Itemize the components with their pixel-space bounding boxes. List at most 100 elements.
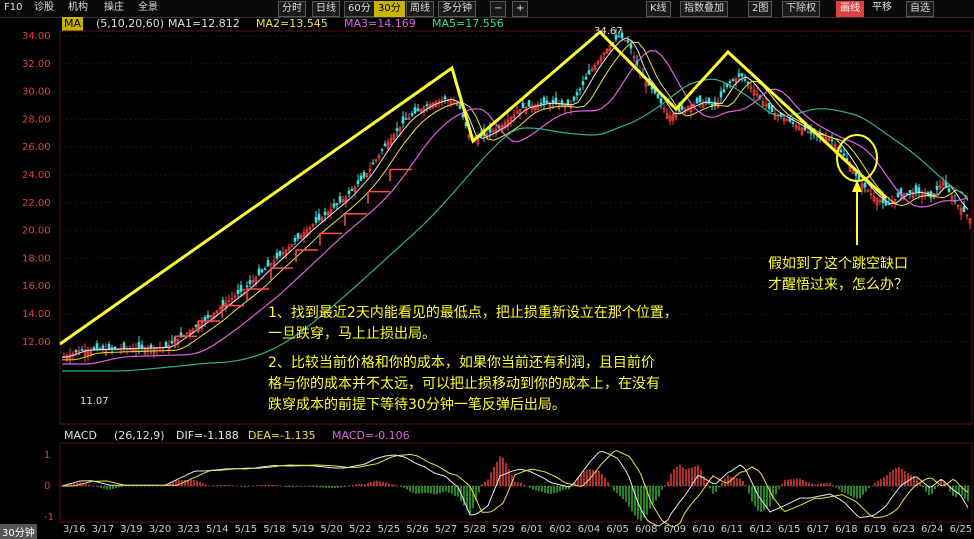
candle-body [872, 196, 876, 202]
candle-body [335, 203, 339, 206]
period-label[interactable]: 30分钟 [0, 524, 37, 539]
candle-body [419, 108, 423, 113]
candle-body [299, 235, 303, 240]
macd-tick-label: 0 [44, 481, 50, 492]
diagnose-button[interactable]: 诊股 [34, 2, 54, 13]
candle-body [314, 217, 318, 223]
overview-button[interactable]: 全景 [138, 2, 158, 13]
period-weekly-button[interactable]: 周线 [406, 1, 434, 17]
candle-body [617, 35, 621, 38]
date-tick-label: 6/11 [720, 524, 744, 535]
index-overlay-dropdown[interactable]: 指数叠加 [680, 1, 728, 17]
candle-body [731, 79, 735, 81]
price-tick-label: 30.00 [22, 87, 51, 98]
period-daily-button[interactable]: 日线 [312, 1, 340, 17]
candle-body [269, 263, 273, 266]
price-tick-label: 34.00 [22, 31, 51, 42]
gap-question-line-1: 假如到了这个跳空缺口 [768, 256, 908, 272]
dealer-button[interactable]: 操庄 [104, 2, 124, 13]
ex-rights-dropdown[interactable]: 下除权 [782, 1, 820, 17]
kline-type-dropdown[interactable]: K线 [646, 1, 671, 17]
institution-button[interactable]: 机构 [68, 2, 88, 13]
candle-body [278, 251, 282, 256]
candle-body [572, 96, 576, 101]
chart-toolbar: F10 诊股 机构 操庄 全景 分时 日线 60分 30分 周线 多分钟 − +… [0, 0, 974, 18]
period-timeshare-button[interactable]: 分时 [278, 1, 306, 17]
period-30min-button[interactable]: 30分 [374, 1, 405, 17]
minus-icon[interactable]: − [490, 1, 507, 17]
candle-body [215, 310, 219, 314]
candle-body [164, 342, 168, 348]
gap-question-line-2: 才醒悟过来，怎么办？ [768, 277, 908, 293]
ma-indicator-badge[interactable]: MA [62, 17, 84, 31]
date-tick-label: 5/20 [320, 524, 343, 535]
candle-body [593, 64, 597, 70]
candle-body [656, 93, 660, 99]
date-tick-label: 5/14 [206, 524, 229, 535]
draw-line-button[interactable]: 画线 [836, 1, 864, 17]
candle-body [101, 345, 105, 350]
candle-body [149, 344, 153, 349]
candle-body [422, 106, 426, 113]
price-tick-label: 18.00 [22, 253, 51, 264]
candle-body [620, 32, 624, 39]
candle-body [302, 232, 306, 238]
candle-body [203, 316, 207, 321]
candle-body [296, 233, 300, 239]
plus-icon[interactable]: + [512, 1, 529, 17]
two-chart-dropdown[interactable]: 2图 [748, 1, 773, 17]
annotation-line-5: 跌穿成本的前提下等待30分钟一笔反弹后出局。 [268, 397, 566, 413]
dif-value: DIF=-1.188 [176, 429, 239, 442]
candle-body [578, 88, 582, 91]
date-tick-label: 3/23 [177, 524, 200, 535]
candle-body [965, 214, 969, 217]
candle-body [329, 209, 333, 215]
candle-body [503, 122, 507, 129]
candle-body [410, 113, 414, 116]
candle-body [602, 52, 606, 55]
f10-button[interactable]: F10 [4, 2, 23, 13]
candle-body [380, 149, 384, 151]
trend-zigzag-line[interactable] [59, 29, 888, 346]
candle-body [194, 324, 198, 327]
candle-body [536, 104, 540, 110]
price-tick-label: 12.00 [22, 337, 51, 348]
annotation-line-3: 2、比较当前价格和你的成本，如果你当前还有利润，且目前价 [268, 355, 655, 371]
date-tick-label: 6/18 [835, 524, 858, 535]
date-tick-label: 6/24 [921, 524, 944, 535]
date-tick-label: 5/25 [377, 524, 401, 535]
candle-body [494, 128, 498, 134]
candle-body [767, 102, 771, 109]
candle-body [596, 60, 600, 65]
date-tick-label: 5/26 [406, 524, 429, 535]
dea-value: DEA=-1.135 [248, 429, 316, 442]
candle-body [764, 104, 768, 107]
candle-body [755, 93, 759, 96]
date-tick-label: 6/25 [949, 524, 973, 535]
candle-body [671, 114, 675, 121]
candle-body [170, 340, 174, 344]
candle-body [614, 34, 618, 40]
candle-body [512, 114, 516, 119]
macd-panel-frame [59, 442, 973, 523]
candle-body [359, 175, 363, 181]
watchlist-button[interactable]: 自选 [906, 1, 934, 17]
price-tick-label: 26.00 [22, 142, 51, 153]
pan-button[interactable]: 平移 [872, 2, 892, 13]
candle-body [854, 172, 858, 176]
period-multi-min-button[interactable]: 多分钟 [438, 1, 476, 17]
candle-body [245, 285, 249, 288]
candle-body [860, 183, 864, 190]
candle-body [554, 97, 558, 105]
candle-body [509, 117, 513, 121]
candle-body [830, 139, 834, 142]
candle-body [407, 117, 411, 120]
macd-params: (26,12,9) [114, 429, 165, 442]
annotation-line-4: 格与你的成本并不太远，可以把止损移动到你的成本上，在没有 [268, 376, 660, 392]
macd-label[interactable]: MACD [64, 429, 97, 442]
candle-body [353, 186, 357, 193]
dea-line [62, 450, 969, 528]
candle-body [869, 193, 873, 195]
candle-body [719, 91, 723, 98]
